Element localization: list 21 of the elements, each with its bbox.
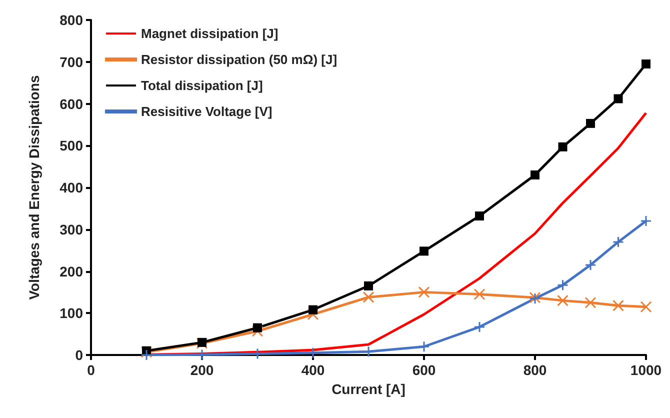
y-tick-label: 600 <box>60 96 84 112</box>
legend-label: Magnet dissipation [J] <box>141 26 278 41</box>
y-tick-label: 100 <box>60 305 84 322</box>
y-tick-label: 200 <box>60 263 84 280</box>
x-axis-title: Current [A] <box>332 381 406 397</box>
legend-label: Resisitive Voltage [V] <box>141 104 272 119</box>
y-tick-label: 400 <box>60 180 84 196</box>
x-tick-label: 800 <box>523 362 547 378</box>
y-tick-label: 800 <box>60 12 84 28</box>
y-tick-label: 700 <box>60 54 84 70</box>
x-tick-label: 600 <box>412 362 436 378</box>
x-tick-label: 0 <box>87 362 96 378</box>
y-tick-label: 300 <box>60 221 84 238</box>
y-tick-label: 500 <box>60 138 84 154</box>
x-tick-label: 200 <box>190 362 214 378</box>
y-tick-label: 0 <box>75 347 84 363</box>
legend-label: Total dissipation [J] <box>141 78 263 93</box>
y-axis-title: Voltages and Energy Dissipations <box>26 75 42 300</box>
x-tick-label: 1000 <box>630 362 662 378</box>
legend-label: Resistor dissipation (50 mΩ) [J] <box>141 52 338 67</box>
x-tick-label: 400 <box>301 362 325 378</box>
